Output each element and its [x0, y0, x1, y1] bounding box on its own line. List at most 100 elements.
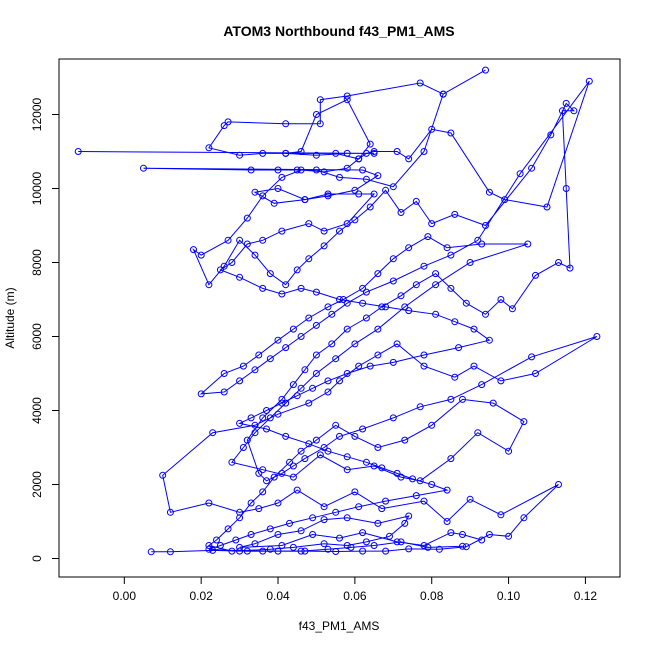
data-point: [420, 497, 428, 505]
data-point: [482, 66, 489, 74]
data-point: [293, 392, 301, 400]
data-point: [362, 458, 370, 466]
data-point: [355, 362, 363, 370]
data-point: [485, 188, 493, 196]
data-point: [320, 444, 328, 451]
data-point: [166, 548, 174, 556]
data-point: [324, 190, 332, 198]
data-point: [459, 531, 466, 538]
data-point: [432, 270, 440, 278]
data-point: [459, 395, 466, 403]
data-point: [393, 148, 401, 155]
data-point: [263, 477, 270, 485]
data-point: [532, 271, 539, 279]
data-point: [305, 440, 313, 448]
data-point: [405, 512, 413, 520]
data-point: [297, 384, 305, 392]
data-point: [282, 281, 290, 289]
data-point: [566, 264, 574, 272]
data-point: [447, 529, 455, 537]
data-point: [359, 547, 367, 555]
data-point: [382, 303, 390, 311]
data-point: [420, 362, 428, 370]
data-point: [351, 216, 359, 224]
data-point: [255, 505, 263, 513]
data-point: [278, 395, 286, 403]
data-point: [470, 325, 478, 333]
data-point: [213, 536, 220, 544]
data-point: [359, 284, 367, 292]
data-point: [236, 236, 244, 244]
data-point: [324, 545, 332, 553]
data-point: [332, 421, 340, 429]
data-point: [328, 310, 336, 318]
data-point: [343, 325, 351, 333]
data-point: [428, 125, 436, 133]
data-point: [420, 148, 428, 155]
data-point: [336, 173, 343, 181]
data-point: [562, 99, 570, 107]
data-point: [274, 531, 282, 538]
x-axis-label: f43_PM1_AMS: [299, 619, 380, 633]
data-point: [259, 149, 267, 157]
data-point: [447, 395, 455, 403]
data-point: [462, 299, 470, 307]
data-point: [309, 384, 317, 392]
data-point: [351, 340, 359, 348]
data-point: [228, 547, 236, 555]
y-tick-label: 0: [30, 555, 44, 562]
data-point: [412, 492, 420, 500]
data-point: [232, 536, 240, 544]
data-point: [447, 455, 455, 463]
data-point: [278, 290, 286, 298]
y-tick-label: 12000: [30, 97, 44, 131]
data-point: [343, 514, 351, 522]
series-line: [151, 80, 598, 553]
data-point: [336, 377, 343, 385]
data-point: [247, 531, 255, 538]
data-point: [343, 466, 351, 474]
data-point: [243, 240, 251, 248]
data-point: [259, 466, 267, 474]
data-point: [524, 240, 532, 248]
data-point: [216, 266, 224, 274]
data-point: [347, 543, 355, 551]
data-point: [382, 497, 390, 505]
data-point: [451, 318, 459, 326]
data-point: [270, 473, 278, 481]
data-point: [236, 377, 244, 385]
data-point: [447, 251, 455, 259]
data-point: [216, 542, 224, 549]
data-point: [497, 511, 505, 519]
data-point: [247, 414, 255, 422]
data-point: [343, 370, 351, 377]
data-point: [301, 455, 309, 463]
data-point: [528, 353, 536, 361]
data-point: [312, 351, 320, 359]
data-point: [378, 505, 386, 513]
data-point: [462, 543, 470, 551]
data-point: [236, 419, 244, 427]
data-point: [259, 192, 267, 200]
data-point: [451, 373, 459, 381]
data-point: [343, 96, 351, 104]
data-point: [520, 514, 528, 522]
data-point: [289, 543, 297, 551]
data-point: [324, 303, 332, 311]
data-point: [312, 111, 320, 118]
data-point: [420, 262, 428, 270]
data-point: [293, 166, 301, 174]
data-point: [159, 471, 167, 479]
data-point: [555, 259, 562, 266]
data-point: [397, 209, 405, 216]
data-point: [343, 164, 351, 172]
x-tick-label: 0.12: [574, 589, 598, 603]
data-point: [228, 259, 236, 266]
data-point: [224, 525, 232, 533]
data-point: [343, 453, 351, 461]
data-point: [243, 214, 251, 222]
data-point: [243, 436, 251, 444]
data-point: [466, 259, 474, 266]
data-point: [362, 314, 370, 322]
data-point: [297, 527, 305, 535]
